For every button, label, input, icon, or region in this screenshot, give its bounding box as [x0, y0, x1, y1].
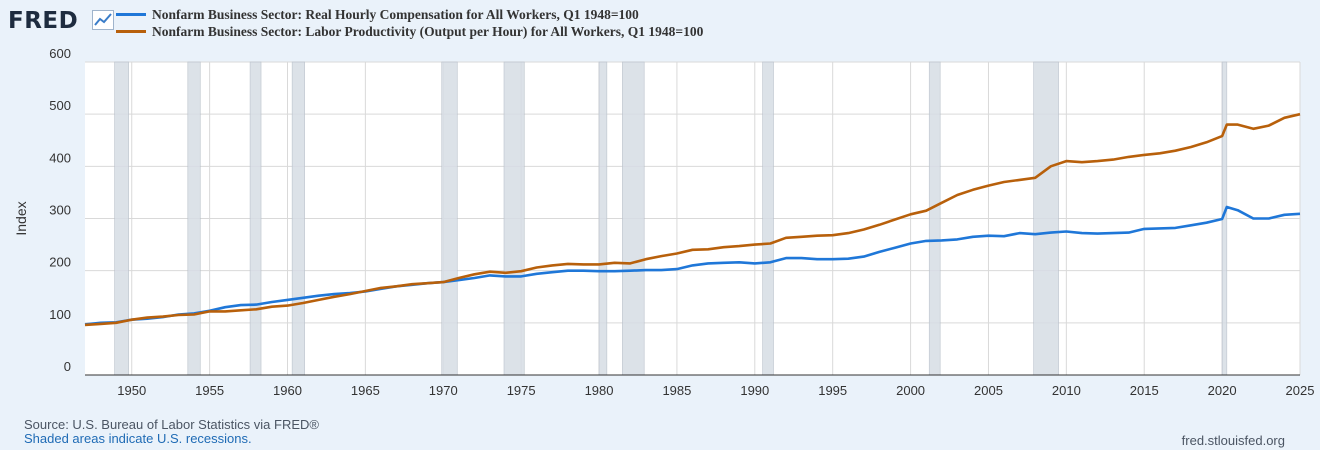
recession-band	[598, 61, 608, 376]
legend-swatch-productivity	[116, 30, 146, 33]
series-line-compensation	[84, 205, 1301, 326]
chart-legend: Nonfarm Business Sector: Real Hourly Com…	[116, 6, 703, 40]
x-tick-label: 2000	[896, 383, 925, 398]
x-tick-label: 2015	[1130, 383, 1159, 398]
recession-band	[503, 61, 525, 376]
recession-band	[291, 61, 305, 376]
recession-band	[622, 61, 645, 376]
recession-band	[928, 61, 941, 376]
x-tick-label: 1985	[662, 383, 691, 398]
x-tick-label: 1995	[818, 383, 847, 398]
y-tick-label: 0	[64, 359, 71, 374]
recession-band	[187, 61, 201, 376]
x-tick-label: 2025	[1286, 383, 1315, 398]
fred-logo[interactable]: FRED	[8, 8, 79, 34]
legend-entry-productivity[interactable]: Nonfarm Business Sector: Labor Productiv…	[116, 23, 703, 40]
y-tick-label: 300	[49, 203, 71, 218]
x-tick-label: 2020	[1208, 383, 1237, 398]
legend-entry-compensation[interactable]: Nonfarm Business Sector: Real Hourly Com…	[116, 6, 703, 23]
legend-label-productivity: Nonfarm Business Sector: Labor Productiv…	[152, 24, 704, 39]
recession-band	[114, 61, 129, 376]
y-tick-label: 600	[49, 46, 71, 61]
recession-band	[762, 61, 774, 376]
chart-footer: Source: U.S. Bureau of Labor Statistics …	[24, 418, 319, 446]
source-text: Source: U.S. Bureau of Labor Statistics …	[24, 417, 319, 432]
y-tick-label: 400	[49, 150, 71, 165]
legend-swatch-compensation	[116, 13, 146, 16]
x-tick-label: 2010	[1052, 383, 1081, 398]
x-tick-label: 1965	[351, 383, 380, 398]
recession-band	[1033, 61, 1059, 376]
x-tick-label: 1980	[585, 383, 614, 398]
legend-label-compensation: Nonfarm Business Sector: Real Hourly Com…	[152, 7, 639, 22]
x-tick-label: 1970	[429, 383, 458, 398]
x-tick-label: 1960	[273, 383, 302, 398]
site-url[interactable]: fred.stlouisfed.org	[1181, 433, 1285, 448]
x-tick-label: 2005	[974, 383, 1003, 398]
series-line-productivity	[84, 112, 1301, 327]
x-tick-label: 1975	[507, 383, 536, 398]
recession-note-link[interactable]: Shaded areas indicate U.S. recessions.	[24, 431, 252, 446]
x-tick-label: 1990	[740, 383, 769, 398]
y-tick-label: 200	[49, 255, 71, 270]
y-tick-label: 100	[49, 307, 71, 322]
y-axis-label: Index	[13, 201, 29, 235]
recession-band	[441, 61, 458, 376]
y-tick-label: 500	[49, 98, 71, 113]
x-tick-label: 1950	[117, 383, 146, 398]
trend-line-icon	[92, 10, 114, 35]
x-tick-label: 1955	[195, 383, 224, 398]
recession-band	[249, 61, 262, 376]
